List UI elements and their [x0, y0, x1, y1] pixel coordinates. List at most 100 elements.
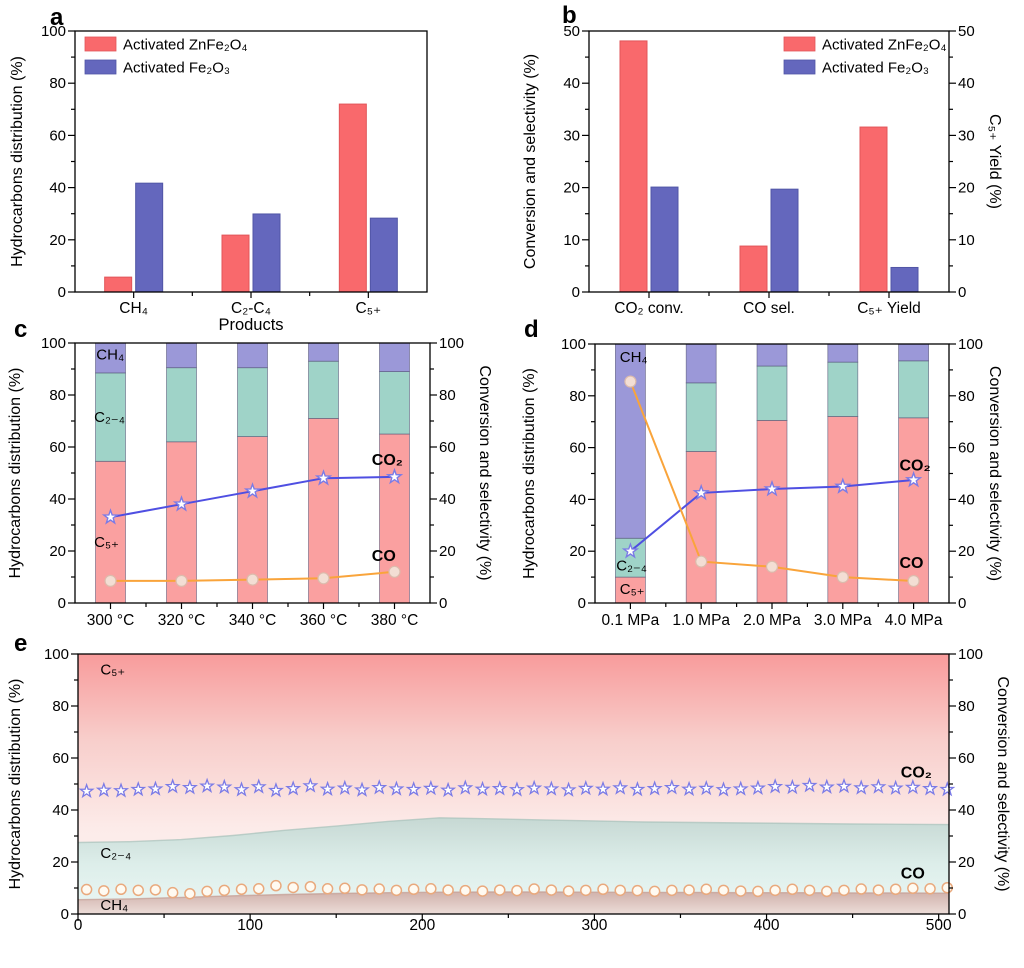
- svg-text:40: 40: [569, 491, 586, 508]
- svg-text:1.0 MPa: 1.0 MPa: [672, 612, 730, 629]
- svg-text:4.0 MPa: 4.0 MPa: [885, 612, 943, 629]
- svg-text:2.0 MPa: 2.0 MPa: [743, 612, 801, 629]
- svg-text:C₂₋₄: C₂₋₄: [94, 409, 125, 426]
- svg-text:40: 40: [49, 491, 66, 508]
- svg-text:80: 80: [439, 387, 456, 404]
- svg-text:100: 100: [958, 646, 983, 663]
- svg-text:Activated ZnFe₂O₄: Activated ZnFe₂O₄: [123, 37, 248, 54]
- svg-text:CH₄: CH₄: [119, 300, 148, 317]
- svg-text:60: 60: [958, 750, 975, 767]
- svg-text:50: 50: [958, 23, 975, 40]
- svg-text:60: 60: [569, 440, 586, 457]
- svg-text:50: 50: [563, 23, 580, 40]
- svg-text:100: 100: [41, 335, 66, 352]
- svg-text:40: 40: [958, 75, 975, 92]
- svg-text:Activated ZnFe₂O₄: Activated ZnFe₂O₄: [822, 37, 947, 54]
- panel-a-bars: [104, 103, 398, 293]
- svg-text:20: 20: [958, 854, 975, 871]
- svg-text:80: 80: [569, 388, 586, 405]
- svg-text:C₂₋₄: C₂₋₄: [100, 845, 131, 862]
- svg-text:CH₄: CH₄: [96, 347, 124, 364]
- svg-text:20: 20: [563, 180, 580, 197]
- svg-text:Conversion and selectivity (%): Conversion and selectivity (%): [522, 54, 539, 269]
- panel-e-scatter: [78, 777, 956, 900]
- svg-text:360 °C: 360 °C: [300, 612, 348, 629]
- svg-text:100: 100: [44, 646, 69, 663]
- svg-text:CO: CO: [899, 555, 923, 572]
- svg-text:C₅₊: C₅₊: [356, 300, 382, 317]
- svg-text:100: 100: [561, 336, 586, 353]
- svg-text:C₅₊ Yield (%): C₅₊ Yield (%): [986, 114, 1003, 209]
- svg-text:CO: CO: [372, 548, 396, 565]
- svg-text:300: 300: [581, 917, 607, 934]
- svg-text:Hydrocarbons distribution (%): Hydrocarbons distribution (%): [7, 679, 24, 890]
- svg-text:10: 10: [563, 232, 580, 249]
- svg-text:40: 40: [563, 75, 580, 92]
- svg-text:0.1 MPa: 0.1 MPa: [602, 612, 660, 629]
- svg-text:100: 100: [958, 336, 983, 353]
- svg-text:20: 20: [52, 854, 69, 871]
- panel-d-annotations: CH₄ C₂₋₄ C₅₊ CO₂ CO: [616, 349, 930, 598]
- svg-text:CO₂ conv.: CO₂ conv.: [614, 300, 683, 317]
- panel-b-axes: 0 0 10 10 20 20 30 30 40 40 50 50 CO₂ conv. CO sel. C₅…: [522, 23, 1003, 317]
- panel-c-lines: [101, 467, 404, 587]
- svg-text:20: 20: [958, 543, 975, 560]
- svg-text:C₅₊ Yield: C₅₊ Yield: [857, 300, 921, 317]
- svg-text:60: 60: [439, 439, 456, 456]
- svg-text:0: 0: [958, 906, 966, 923]
- svg-text:20: 20: [49, 232, 66, 249]
- svg-text:0: 0: [58, 284, 66, 301]
- svg-text:C₂₋₄: C₂₋₄: [616, 557, 647, 574]
- svg-text:C₅₊: C₅₊: [94, 534, 119, 551]
- svg-text:3.0 MPa: 3.0 MPa: [814, 612, 872, 629]
- svg-text:340 °C: 340 °C: [229, 612, 277, 629]
- panel-a-letter: a: [50, 4, 64, 31]
- panel-d-stacked-bar-line-chart: 0 0 20 20 40 40 60 60 80 80 100 100 0.1 MPa 1.0 MPa 2.…: [521, 336, 1003, 629]
- svg-text:0: 0: [439, 595, 447, 612]
- svg-text:20: 20: [49, 543, 66, 560]
- panel-b-bars: [619, 40, 919, 293]
- svg-text:CO: CO: [901, 866, 925, 883]
- svg-text:20: 20: [958, 180, 975, 197]
- svg-text:30: 30: [958, 127, 975, 144]
- svg-text:80: 80: [49, 75, 66, 92]
- panel-c-axes: 0 0 20 20 40 40 60 60 80 80 100 100 300 °C 320 °C 340 …: [7, 335, 493, 629]
- panel-a-grouped-bar-chart: 0 20 40 60 80 100 CH₄ C₂-C₄ C₅₊ Products Hydrocarb…: [9, 23, 428, 334]
- svg-text:20: 20: [439, 543, 456, 560]
- svg-text:40: 40: [49, 180, 66, 197]
- svg-text:320 °C: 320 °C: [158, 612, 206, 629]
- panel-b-letter: b: [562, 2, 577, 29]
- svg-text:Conversion and selectivity (%): Conversion and selectivity (%): [986, 366, 1003, 581]
- svg-text:80: 80: [49, 387, 66, 404]
- svg-text:40: 40: [958, 491, 975, 508]
- panel-e-annotations: C₅₊ C₂₋₄ CH₄ CO₂ CO: [100, 662, 932, 914]
- svg-text:0: 0: [61, 906, 69, 923]
- panel-d-lines: [621, 375, 923, 588]
- svg-text:CH₄: CH₄: [620, 349, 648, 366]
- panel-b-grouped-bar-chart: 0 0 10 10 20 20 30 30 40 40 50 50 CO₂ conv. CO sel. C₅…: [522, 23, 1003, 317]
- svg-text:Products: Products: [218, 316, 283, 334]
- panel-d-letter: d: [524, 316, 539, 343]
- svg-text:40: 40: [958, 802, 975, 819]
- panel-b-legend: Activated ZnFe₂O₄ Activated Fe₂O₃: [783, 37, 947, 77]
- svg-text:80: 80: [958, 388, 975, 405]
- panel-c-letter: c: [14, 316, 28, 343]
- svg-text:60: 60: [52, 750, 69, 767]
- panel-a-legend: Activated ZnFe₂O₄ Activated Fe₂O₃: [84, 37, 248, 77]
- svg-text:CO sel.: CO sel.: [743, 300, 795, 317]
- svg-text:500: 500: [926, 917, 952, 934]
- svg-text:0: 0: [958, 595, 966, 612]
- svg-text:80: 80: [52, 698, 69, 715]
- svg-text:100: 100: [439, 335, 464, 352]
- svg-text:40: 40: [439, 491, 456, 508]
- svg-text:CO₂: CO₂: [899, 458, 930, 475]
- svg-text:0: 0: [58, 595, 66, 612]
- svg-text:60: 60: [49, 439, 66, 456]
- panel-d-axes: 0 0 20 20 40 40 60 60 80 80 100 100 0.1 MPa 1.0 MPa 2.…: [521, 336, 1003, 629]
- svg-text:Conversion and selectivity (%): Conversion and selectivity (%): [476, 365, 493, 580]
- svg-text:400: 400: [754, 917, 780, 934]
- panel-c-stacked-bar-line-chart: 0 0 20 20 40 40 60 60 80 80 100 100 300 °C 320 °C 340 …: [7, 335, 493, 629]
